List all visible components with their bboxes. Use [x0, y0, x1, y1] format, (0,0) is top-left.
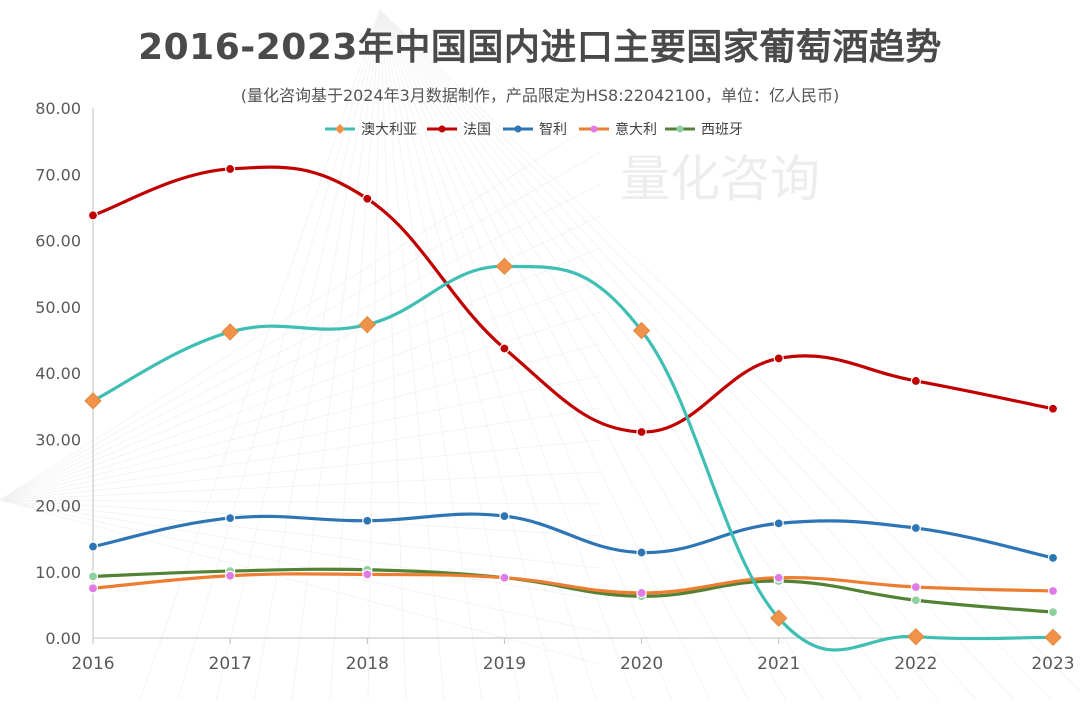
- legend-label: 意大利: [615, 121, 657, 138]
- data-point: [358, 315, 376, 334]
- x-tick-label: 2020: [620, 654, 663, 674]
- data-point: [87, 210, 99, 221]
- data-point: [362, 569, 373, 580]
- legend-item: 澳大利亚: [325, 122, 417, 138]
- legend-marker: [438, 125, 446, 133]
- data-point: [499, 343, 510, 354]
- data-point: [773, 572, 784, 583]
- legend-marker: [335, 124, 345, 134]
- data-point: [87, 571, 99, 582]
- y-tick-label: 70.00: [35, 165, 81, 184]
- legend-marker: [676, 125, 684, 133]
- legend-marker: [590, 125, 598, 133]
- y-tick-label: 10.00: [35, 563, 81, 582]
- y-tick-label: 50.00: [35, 298, 81, 317]
- legend-item: 智利: [503, 122, 567, 138]
- legend-item: 西班牙: [665, 122, 743, 138]
- data-point: [1047, 552, 1059, 563]
- data-point: [499, 572, 510, 583]
- series-line: [91, 512, 1055, 560]
- series-0: [84, 257, 1062, 652]
- series-line: [91, 572, 1055, 595]
- data-point: [495, 257, 514, 276]
- data-point: [362, 515, 373, 526]
- chart-subtitle: (量化咨询基于2024年3月数据制作，产品限定为HS8:22042100，单位：…: [240, 86, 840, 105]
- y-tick-label: 60.00: [35, 232, 81, 251]
- data-point: [907, 627, 925, 646]
- legend-marker: [514, 125, 522, 133]
- data-point: [87, 583, 99, 594]
- data-point: [632, 321, 651, 340]
- data-point: [910, 375, 921, 387]
- data-point: [773, 518, 784, 529]
- y-tick-label: 40.00: [35, 364, 81, 383]
- legend-item: 意大利: [579, 121, 657, 138]
- data-point: [84, 392, 102, 410]
- data-point: [225, 163, 236, 175]
- y-tick-label: 0.00: [45, 629, 81, 648]
- series-1: [87, 163, 1059, 438]
- watermark-text: 量化咨询: [620, 150, 820, 208]
- data-point: [1047, 585, 1059, 597]
- data-point: [773, 353, 784, 364]
- legend-label: 法国: [463, 122, 491, 138]
- data-point: [362, 193, 373, 204]
- data-point: [1044, 628, 1062, 647]
- x-tick-label: 2019: [483, 654, 526, 674]
- data-point: [910, 581, 921, 593]
- y-tick-label: 30.00: [35, 430, 81, 449]
- chart-title: 2016-2023年中国国内进口主要国家葡萄酒趋势: [138, 27, 942, 68]
- data-point: [636, 426, 647, 438]
- y-tick-label: 80.00: [35, 99, 81, 118]
- data-point: [87, 541, 99, 552]
- data-point: [910, 522, 921, 534]
- legend-label: 智利: [539, 122, 567, 138]
- data-point: [221, 323, 239, 341]
- data-point: [910, 595, 921, 606]
- series-line: [91, 165, 1055, 434]
- x-tick-label: 2017: [209, 654, 252, 674]
- data-point: [499, 510, 510, 522]
- legend-label: 澳大利亚: [361, 122, 417, 138]
- series-2: [87, 510, 1059, 563]
- data-point: [770, 609, 788, 627]
- series-line: [91, 264, 1055, 652]
- data-point: [1047, 403, 1059, 414]
- data-point: [636, 547, 647, 558]
- legend-item: 法国: [427, 122, 491, 138]
- x-tick-label: 2016: [71, 654, 114, 674]
- data-point: [636, 587, 647, 599]
- series-line: [91, 567, 1055, 614]
- series-3: [87, 569, 1059, 599]
- y-tick-label: 20.00: [35, 497, 81, 516]
- data-point: [225, 512, 236, 524]
- data-point: [225, 570, 236, 581]
- x-tick-label: 2023: [1031, 654, 1074, 674]
- x-tick-label: 2022: [894, 654, 937, 674]
- legend-label: 西班牙: [701, 122, 743, 138]
- data-point: [1047, 607, 1059, 618]
- x-tick-label: 2018: [346, 654, 389, 674]
- x-tick-label: 2021: [757, 654, 800, 674]
